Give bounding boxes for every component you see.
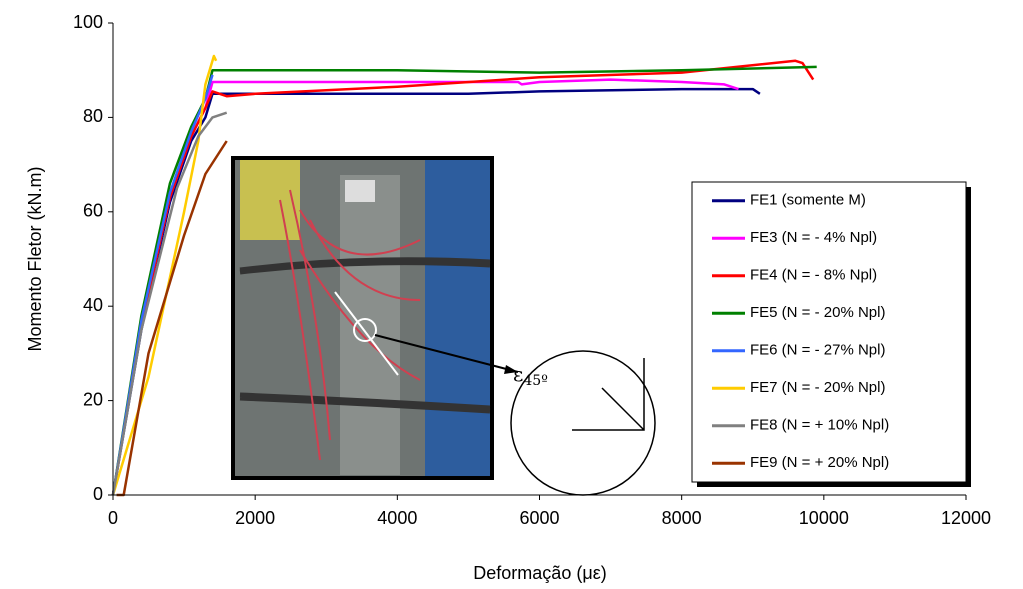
y-tick-label: 80 [83,106,103,126]
legend-box [691,181,967,483]
legend: FE1 (somente M) FE3 (N = - 4% Npl) FE4 (N … [691,181,971,487]
x-tick-label: 4000 [377,508,417,528]
x-tick-label: 12000 [941,508,991,528]
legend-label: FE6 (N = - 27% Npl) [750,342,885,359]
y-tick-label: 20 [83,389,103,409]
series-line [111,74,214,496]
x-axis-label: Deformação (με) [473,563,606,583]
legend-label: FE4 (N = - 8% Npl) [750,267,877,284]
legend-label: FE7 (N = - 20% Npl) [750,379,885,396]
legend-label: FE8 (N = + 10% Npl) [750,417,889,434]
x-tick-label: 0 [108,508,118,528]
legend-label: FE3 (N = - 4% Npl) [750,229,877,246]
legend-label: FE1 (somente M) [750,192,866,209]
y-tick-label: 100 [73,12,103,32]
series-line [111,111,228,496]
y-tick-label: 60 [83,201,103,221]
annotation: ε45º [513,362,548,390]
y-axis-label: Momento Fletor (kN.m) [25,166,45,351]
legend-label: FE5 (N = - 20% Npl) [750,304,885,321]
annotation-subscript: 45º [523,373,547,389]
annotation-symbol: ε [513,362,523,386]
y-tick-label: 40 [83,295,103,315]
y-tick-label: 0 [93,484,103,504]
legend-label: FE9 (N = + 20% Npl) [750,454,889,471]
series-line [111,59,815,496]
x-tick-label: 6000 [519,508,559,528]
x-tick-label: 8000 [662,508,702,528]
strain-diagram: ε45º [374,334,656,496]
inset-photo [231,156,494,480]
series-line [111,54,218,496]
x-tick-label: 10000 [799,508,849,528]
x-tick-label: 2000 [235,508,275,528]
